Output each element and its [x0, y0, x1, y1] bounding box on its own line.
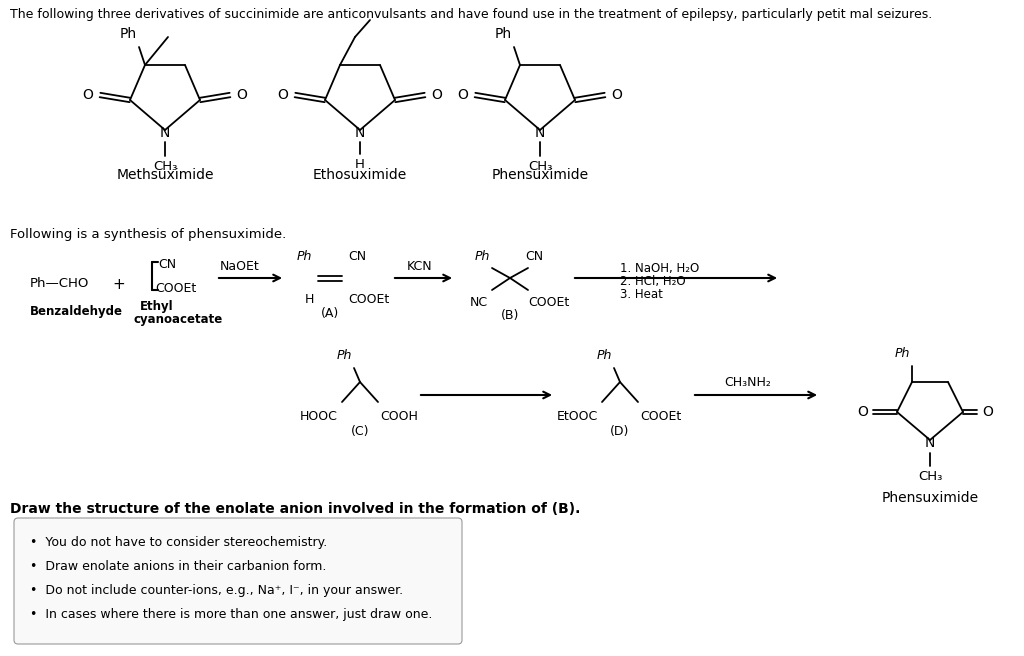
Text: COOEt: COOEt [155, 282, 197, 295]
Text: N: N [535, 126, 545, 140]
Text: 2. HCl, H₂O: 2. HCl, H₂O [620, 275, 686, 288]
Text: Phensuximide: Phensuximide [882, 491, 979, 505]
Text: Draw the structure of the enolate anion involved in the formation of (B).: Draw the structure of the enolate anion … [10, 502, 581, 516]
Text: KCN: KCN [408, 260, 433, 272]
Text: (C): (C) [351, 426, 370, 438]
Text: NC: NC [470, 296, 488, 309]
Text: Ethosuximide: Ethosuximide [313, 168, 408, 182]
Text: •  Draw enolate anions in their carbanion form.: • Draw enolate anions in their carbanion… [30, 560, 327, 573]
Text: N: N [925, 436, 935, 450]
Text: The following three derivatives of succinimide are anticonvulsants and have foun: The following three derivatives of succi… [10, 8, 932, 21]
Text: O: O [431, 88, 442, 102]
Text: cyanoacetate: cyanoacetate [133, 313, 222, 326]
Text: H: H [304, 293, 314, 306]
Text: (A): (A) [321, 306, 339, 319]
Text: CH₃: CH₃ [527, 161, 552, 173]
Text: Ph: Ph [495, 27, 512, 41]
Text: EtOOC: EtOOC [557, 410, 598, 423]
Text: 1. NaOH, H₂O: 1. NaOH, H₂O [620, 262, 699, 275]
Text: CN: CN [525, 250, 543, 263]
Text: Ph: Ph [475, 250, 490, 263]
Text: (D): (D) [610, 426, 630, 438]
Text: 3. Heat: 3. Heat [620, 288, 663, 301]
Text: Ph: Ph [337, 349, 352, 362]
Text: •  Do not include counter-ions, e.g., Na⁺, I⁻, in your answer.: • Do not include counter-ions, e.g., Na⁺… [30, 584, 403, 597]
FancyBboxPatch shape [14, 518, 462, 644]
Text: Following is a synthesis of phensuximide.: Following is a synthesis of phensuximide… [10, 228, 287, 241]
Text: O: O [83, 88, 93, 102]
Text: Benzaldehyde: Benzaldehyde [30, 305, 123, 318]
Text: HOOC: HOOC [300, 410, 338, 423]
Text: CH₃: CH₃ [918, 470, 942, 483]
Text: COOEt: COOEt [640, 410, 681, 423]
Text: Ph: Ph [895, 347, 910, 360]
Text: CN: CN [348, 250, 367, 263]
Text: O: O [237, 88, 248, 102]
Text: O: O [982, 405, 993, 419]
Text: Ph: Ph [297, 250, 312, 263]
Text: +: + [112, 277, 125, 292]
Text: COOEt: COOEt [528, 296, 569, 309]
Text: Ph: Ph [120, 27, 137, 41]
Text: Ethyl: Ethyl [140, 300, 174, 313]
Text: O: O [458, 88, 468, 102]
Text: H: H [355, 157, 365, 171]
Text: COOH: COOH [380, 410, 418, 423]
Text: N: N [160, 126, 170, 140]
Text: N: N [354, 126, 366, 140]
Text: O: O [857, 405, 868, 419]
Text: CH₃: CH₃ [153, 161, 177, 173]
Text: NaOEt: NaOEt [220, 260, 260, 272]
Text: COOEt: COOEt [348, 293, 389, 306]
Text: Ph: Ph [597, 349, 612, 362]
Text: Methsuximide: Methsuximide [117, 168, 214, 182]
Text: •  You do not have to consider stereochemistry.: • You do not have to consider stereochem… [30, 536, 328, 549]
Text: CN: CN [158, 258, 176, 271]
Text: Phensuximide: Phensuximide [492, 168, 589, 182]
Text: •  In cases where there is more than one answer, just draw one.: • In cases where there is more than one … [30, 608, 432, 621]
Text: O: O [611, 88, 623, 102]
Text: O: O [278, 88, 289, 102]
Text: CH₃NH₂: CH₃NH₂ [725, 375, 771, 388]
Text: (B): (B) [501, 310, 519, 323]
Text: Ph—CHO: Ph—CHO [30, 277, 89, 290]
